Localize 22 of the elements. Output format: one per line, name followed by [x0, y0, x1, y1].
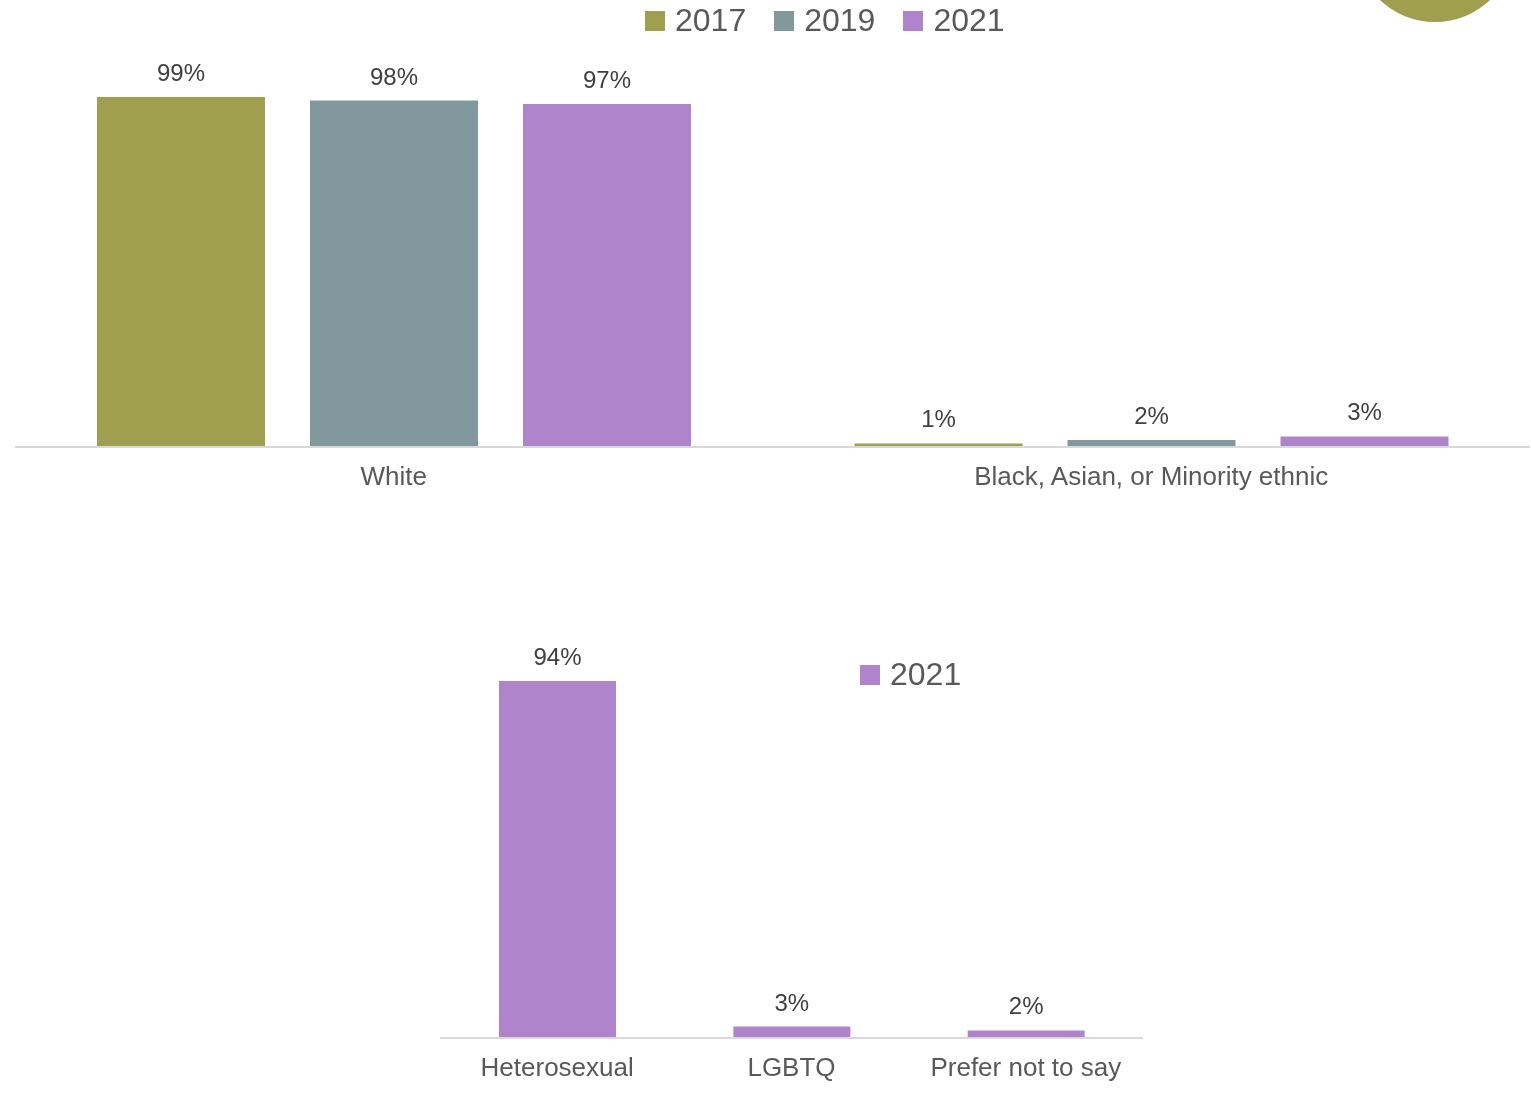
legend-label: 2021	[933, 2, 1005, 39]
data-label: 97%	[582, 66, 632, 94]
bar	[523, 104, 691, 447]
x-tick-label: White	[360, 461, 427, 492]
data-label: 2%	[1134, 401, 1169, 429]
x-tick-label: LGBTQ	[747, 1052, 836, 1083]
data-label: 99%	[156, 59, 206, 86]
bar	[310, 100, 478, 447]
data-label: 1%	[921, 405, 956, 433]
bar	[97, 97, 265, 447]
legend-label: 2017	[675, 2, 747, 39]
legend-label: 2021	[890, 656, 962, 693]
data-label: 2%	[1008, 992, 1044, 1020]
data-label: 3%	[1347, 398, 1382, 426]
legend-label: 2019	[804, 2, 876, 39]
x-tick-label: Black, Asian, or Minority ethnic	[974, 461, 1329, 492]
bar	[1280, 436, 1449, 447]
data-label: 3%	[774, 988, 810, 1016]
data-label: 98%	[369, 62, 419, 90]
data-label: 94%	[533, 643, 582, 670]
x-tick-label: Heterosexual	[480, 1052, 634, 1083]
x-tick-label: Prefer not to say	[930, 1052, 1122, 1083]
